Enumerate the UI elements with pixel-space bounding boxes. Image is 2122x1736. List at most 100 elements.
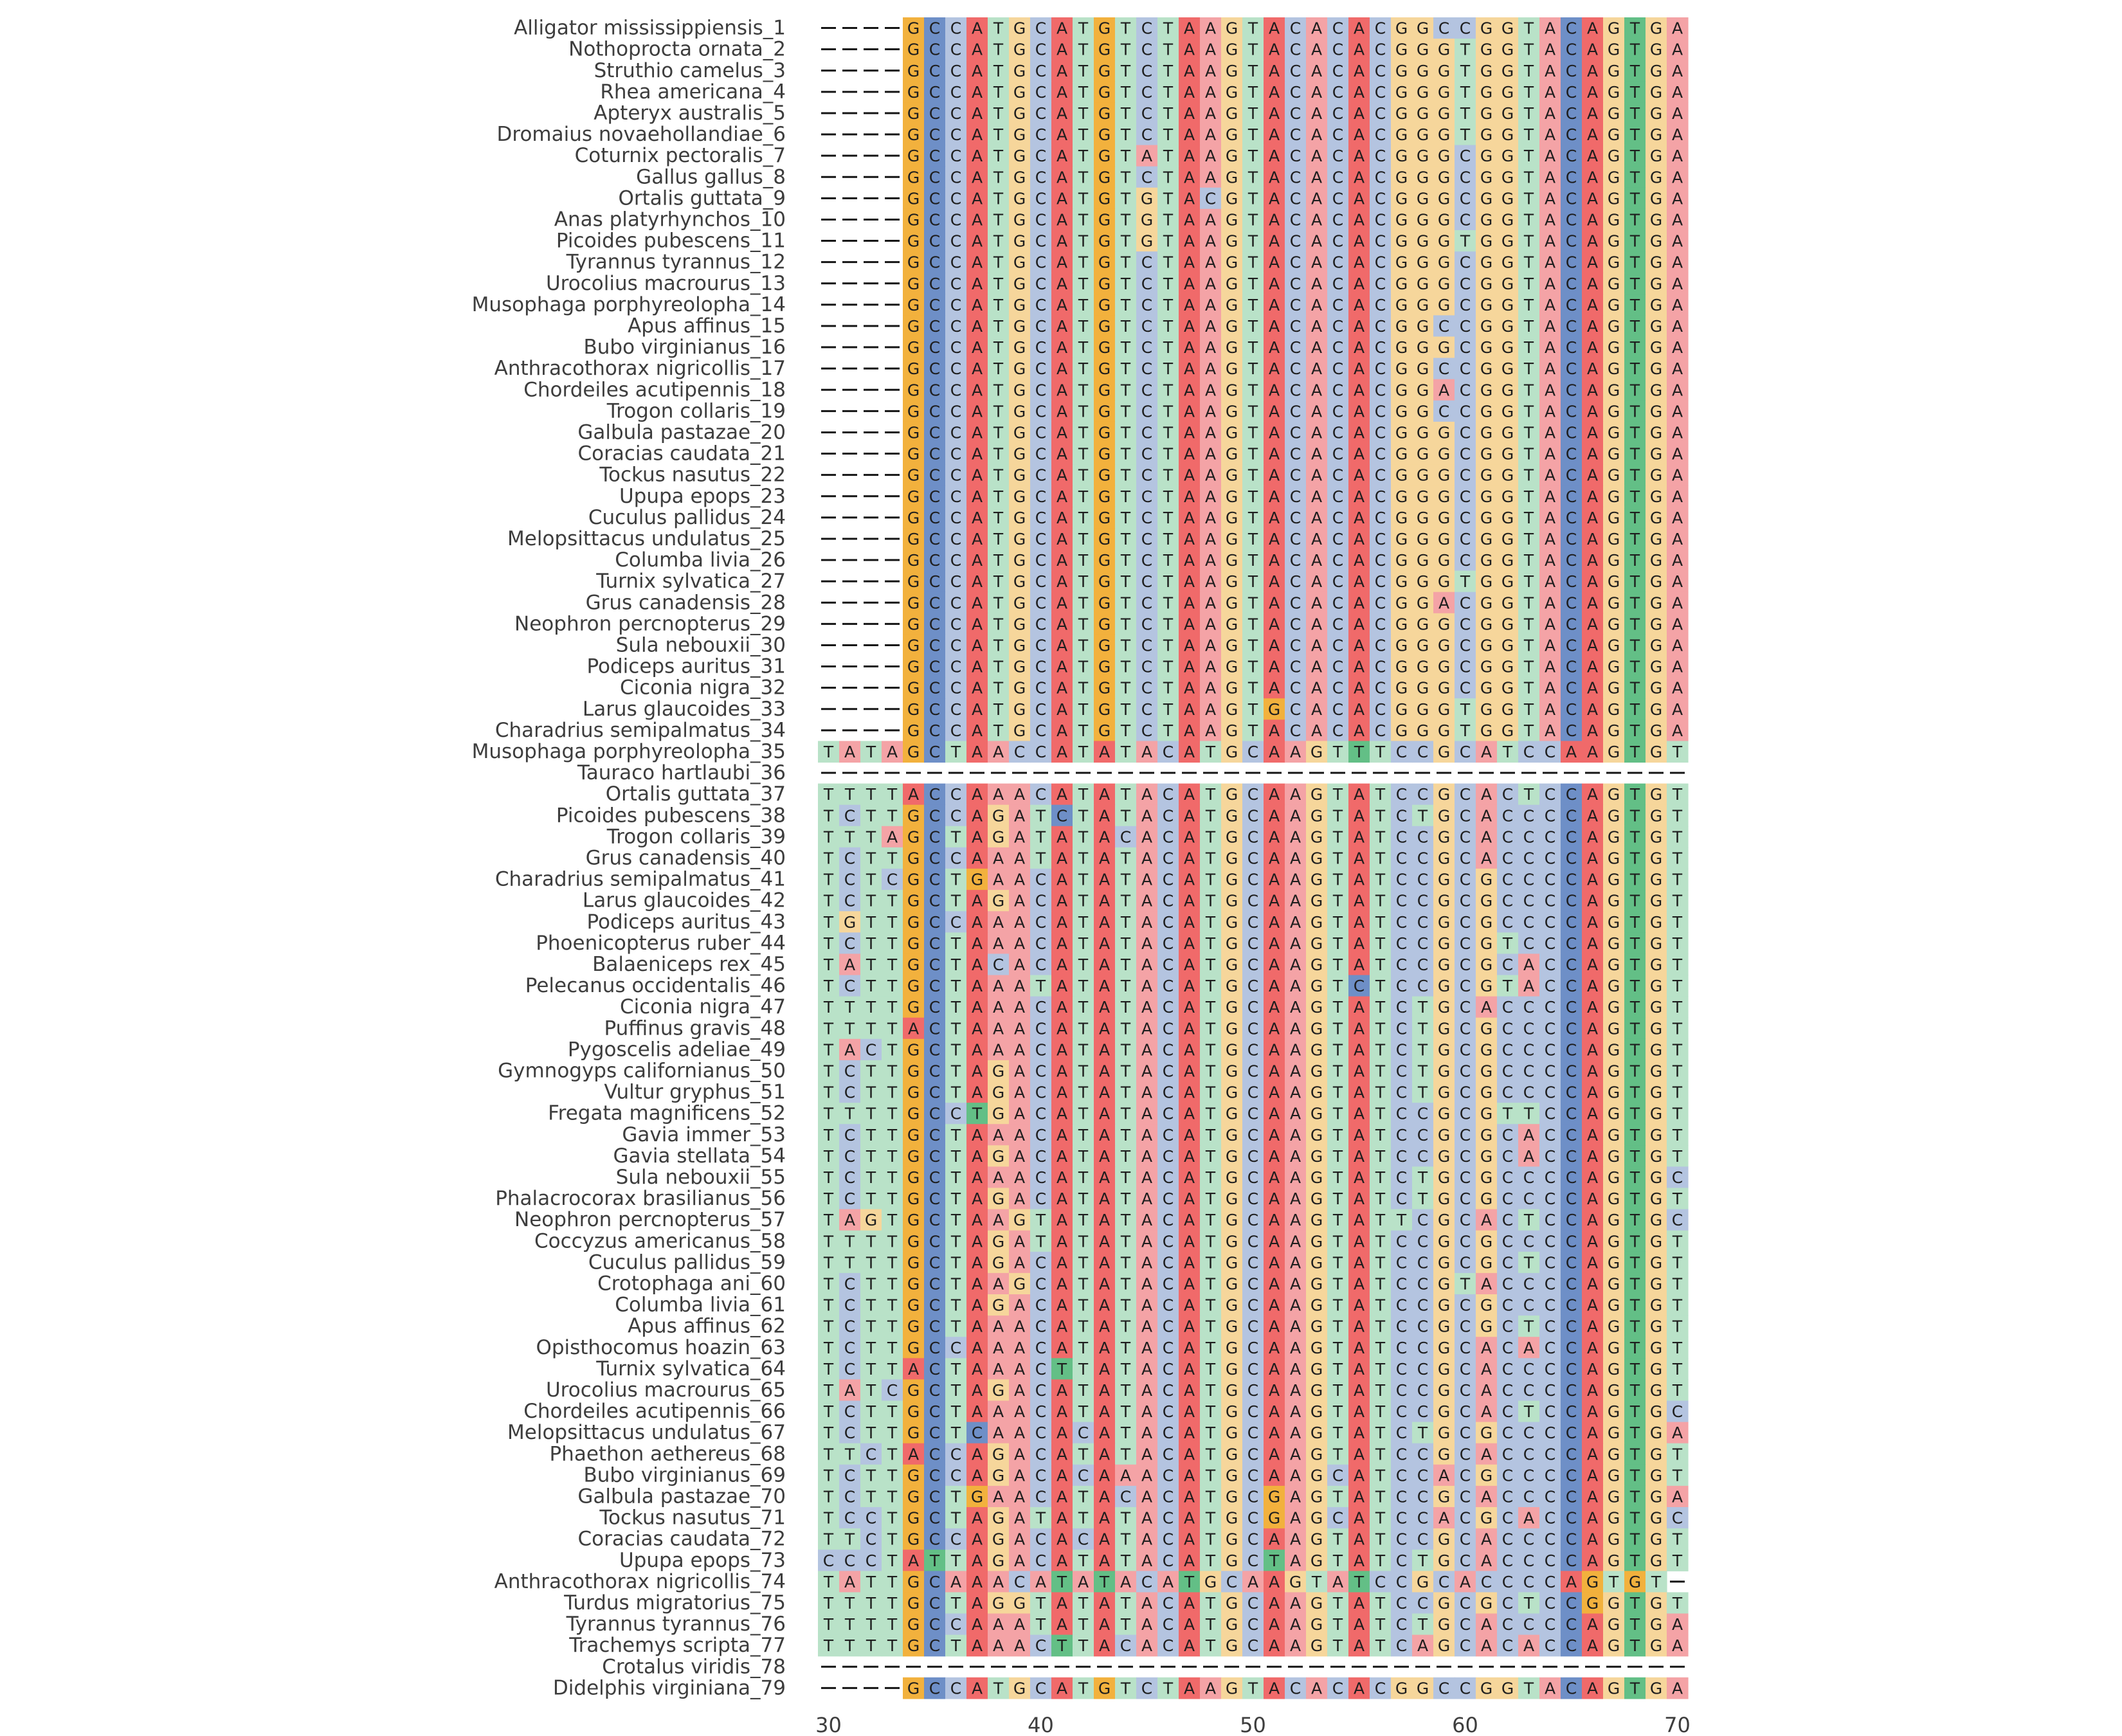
base-letter: G bbox=[907, 296, 920, 314]
base-letter: A bbox=[972, 572, 983, 591]
base-letter: C bbox=[1375, 572, 1386, 591]
base-letter: C bbox=[1290, 253, 1301, 272]
base-letter: C bbox=[1035, 275, 1046, 293]
base-letter: C bbox=[1502, 955, 1513, 974]
base-letter: T bbox=[1523, 551, 1534, 570]
base-letter: A bbox=[1269, 62, 1280, 80]
base-letter: T bbox=[1523, 679, 1534, 698]
base-letter: C bbox=[1163, 913, 1174, 932]
base-letter: C bbox=[1035, 189, 1046, 208]
base-letter: A bbox=[972, 955, 983, 974]
base-letter: G bbox=[1608, 253, 1620, 272]
base-letter: A bbox=[1545, 189, 1555, 208]
base-letter: A bbox=[1056, 593, 1067, 612]
base-letter: G bbox=[907, 509, 920, 527]
base-letter: G bbox=[1480, 636, 1492, 655]
base-letter: G bbox=[1395, 530, 1408, 548]
base-letter: T bbox=[1035, 806, 1046, 825]
base-letter: G bbox=[1226, 806, 1238, 825]
base-letter: T bbox=[1120, 423, 1131, 442]
base-letter: A bbox=[1354, 721, 1365, 740]
base-letter: A bbox=[1545, 423, 1555, 442]
base-letter: T bbox=[1120, 253, 1131, 272]
base-letter: C bbox=[1460, 189, 1471, 208]
base-letter: A bbox=[1014, 998, 1025, 1017]
base-letter: G bbox=[907, 593, 920, 612]
base-letter: G bbox=[1438, 955, 1450, 974]
base-letter: G bbox=[1417, 530, 1429, 548]
base-letter: A bbox=[1184, 700, 1195, 719]
base-letter: A bbox=[1354, 275, 1365, 293]
base-letter: C bbox=[993, 955, 1004, 974]
base-letter: G bbox=[1608, 317, 1620, 336]
base-letter: C bbox=[1332, 636, 1343, 655]
base-letter: C bbox=[1502, 913, 1513, 932]
base-letter: T bbox=[1672, 892, 1683, 910]
base-letter: A bbox=[1311, 83, 1322, 102]
base-letter: T bbox=[823, 977, 834, 995]
base-letter: A bbox=[1014, 806, 1025, 825]
base-letter: G bbox=[1098, 721, 1111, 740]
base-letter: G bbox=[1226, 296, 1238, 314]
base-letter: C bbox=[1460, 381, 1471, 399]
base-letter: G bbox=[1608, 509, 1620, 527]
base-letter: C bbox=[844, 934, 855, 953]
base-letter: T bbox=[1163, 147, 1174, 165]
base-letter: T bbox=[1523, 359, 1534, 378]
base-letter: A bbox=[1354, 998, 1365, 1017]
base-letter: G bbox=[1013, 615, 1026, 633]
base-letter: C bbox=[1332, 509, 1343, 527]
base-letter: T bbox=[1120, 849, 1131, 867]
base-letter: T bbox=[1629, 19, 1640, 38]
base-letter: C bbox=[1502, 998, 1513, 1017]
base-letter: A bbox=[1184, 381, 1195, 399]
base-letter: T bbox=[1629, 487, 1640, 506]
base-letter: A bbox=[972, 1019, 983, 1038]
base-letter: A bbox=[1587, 636, 1598, 655]
base-letter: C bbox=[929, 806, 940, 825]
base-letter: A bbox=[1141, 934, 1152, 953]
base-letter: C bbox=[1332, 593, 1343, 612]
base-letter: C bbox=[1332, 551, 1343, 570]
base-letter: A bbox=[1056, 892, 1067, 910]
base-letter: A bbox=[1056, 551, 1067, 570]
base-letter: C bbox=[1035, 509, 1046, 527]
base-letter: G bbox=[1395, 658, 1408, 676]
base-letter: T bbox=[887, 998, 898, 1017]
base-letter: A bbox=[1311, 721, 1322, 740]
base-letter: T bbox=[1205, 785, 1216, 804]
base-letter: A bbox=[1269, 317, 1280, 336]
base-letter: T bbox=[950, 955, 961, 974]
base-letter: C bbox=[1417, 977, 1428, 995]
base-letter: C bbox=[950, 636, 961, 655]
base-letter: G bbox=[907, 338, 920, 357]
base-letter: C bbox=[950, 806, 961, 825]
base-cell bbox=[988, 39, 1010, 60]
base-letter: C bbox=[1035, 593, 1046, 612]
base-letter: G bbox=[1226, 934, 1238, 953]
base-letter: A bbox=[1672, 658, 1683, 676]
base-letter: G bbox=[1480, 551, 1492, 570]
base-letter: A bbox=[1014, 785, 1025, 804]
base-letter: A bbox=[1184, 593, 1195, 612]
base-letter: G bbox=[1417, 125, 1429, 144]
base-letter: C bbox=[1566, 296, 1577, 314]
base-letter: A bbox=[1269, 41, 1280, 59]
base-letter: C bbox=[1523, 871, 1534, 889]
base-letter: T bbox=[1672, 849, 1683, 867]
base-letter: T bbox=[1205, 827, 1216, 846]
base-letter: A bbox=[1269, 721, 1280, 740]
base-letter: C bbox=[1141, 381, 1152, 399]
base-letter: C bbox=[844, 977, 855, 995]
base-letter: A bbox=[1184, 168, 1195, 186]
base-letter: G bbox=[1650, 785, 1662, 804]
base-letter: A bbox=[1184, 83, 1195, 102]
base-letter: A bbox=[1354, 253, 1365, 272]
base-letter: T bbox=[1078, 658, 1089, 676]
base-letter: T bbox=[866, 998, 876, 1017]
base-letter: C bbox=[950, 147, 961, 165]
base-letter: G bbox=[1141, 189, 1153, 208]
base-letter: A bbox=[1354, 827, 1365, 846]
base-letter: A bbox=[1056, 62, 1067, 80]
